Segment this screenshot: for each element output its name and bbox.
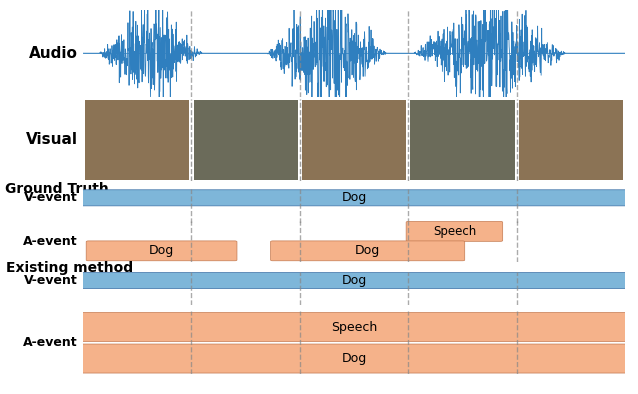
FancyBboxPatch shape: [81, 273, 627, 288]
Text: A-event: A-event: [23, 235, 77, 248]
Text: A-event: A-event: [23, 336, 77, 349]
Text: Speech: Speech: [433, 225, 476, 238]
FancyBboxPatch shape: [302, 100, 406, 180]
Text: Dog: Dog: [341, 191, 367, 204]
FancyBboxPatch shape: [193, 100, 298, 180]
FancyBboxPatch shape: [406, 221, 503, 241]
Text: Speech: Speech: [331, 321, 377, 333]
FancyBboxPatch shape: [81, 190, 627, 206]
FancyBboxPatch shape: [85, 100, 189, 180]
Text: Dog: Dog: [341, 274, 367, 287]
FancyBboxPatch shape: [86, 241, 237, 261]
Text: Ground Truth: Ground Truth: [5, 182, 108, 196]
Text: Visual: Visual: [26, 132, 77, 147]
Text: V-event: V-event: [24, 274, 77, 287]
FancyBboxPatch shape: [271, 241, 464, 261]
Text: Dog: Dog: [341, 352, 367, 365]
FancyBboxPatch shape: [519, 100, 623, 180]
FancyBboxPatch shape: [410, 100, 515, 180]
Text: V-event: V-event: [24, 191, 77, 204]
Text: Dog: Dog: [355, 244, 380, 257]
Text: Audio: Audio: [29, 46, 77, 61]
FancyBboxPatch shape: [81, 312, 627, 342]
Text: Dog: Dog: [149, 244, 174, 257]
FancyBboxPatch shape: [81, 344, 627, 373]
Text: Existing method: Existing method: [6, 261, 133, 275]
